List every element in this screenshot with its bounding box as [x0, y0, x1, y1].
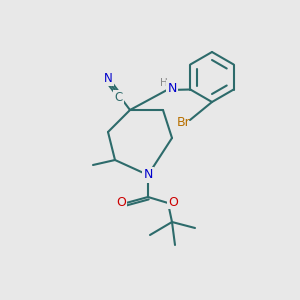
- Text: O: O: [168, 196, 178, 208]
- Text: H: H: [160, 78, 168, 88]
- Text: O: O: [116, 196, 126, 208]
- Text: N: N: [143, 169, 153, 182]
- Text: N: N: [167, 82, 177, 94]
- Text: N: N: [104, 72, 113, 85]
- Text: Br: Br: [177, 116, 191, 130]
- Text: C: C: [114, 91, 122, 104]
